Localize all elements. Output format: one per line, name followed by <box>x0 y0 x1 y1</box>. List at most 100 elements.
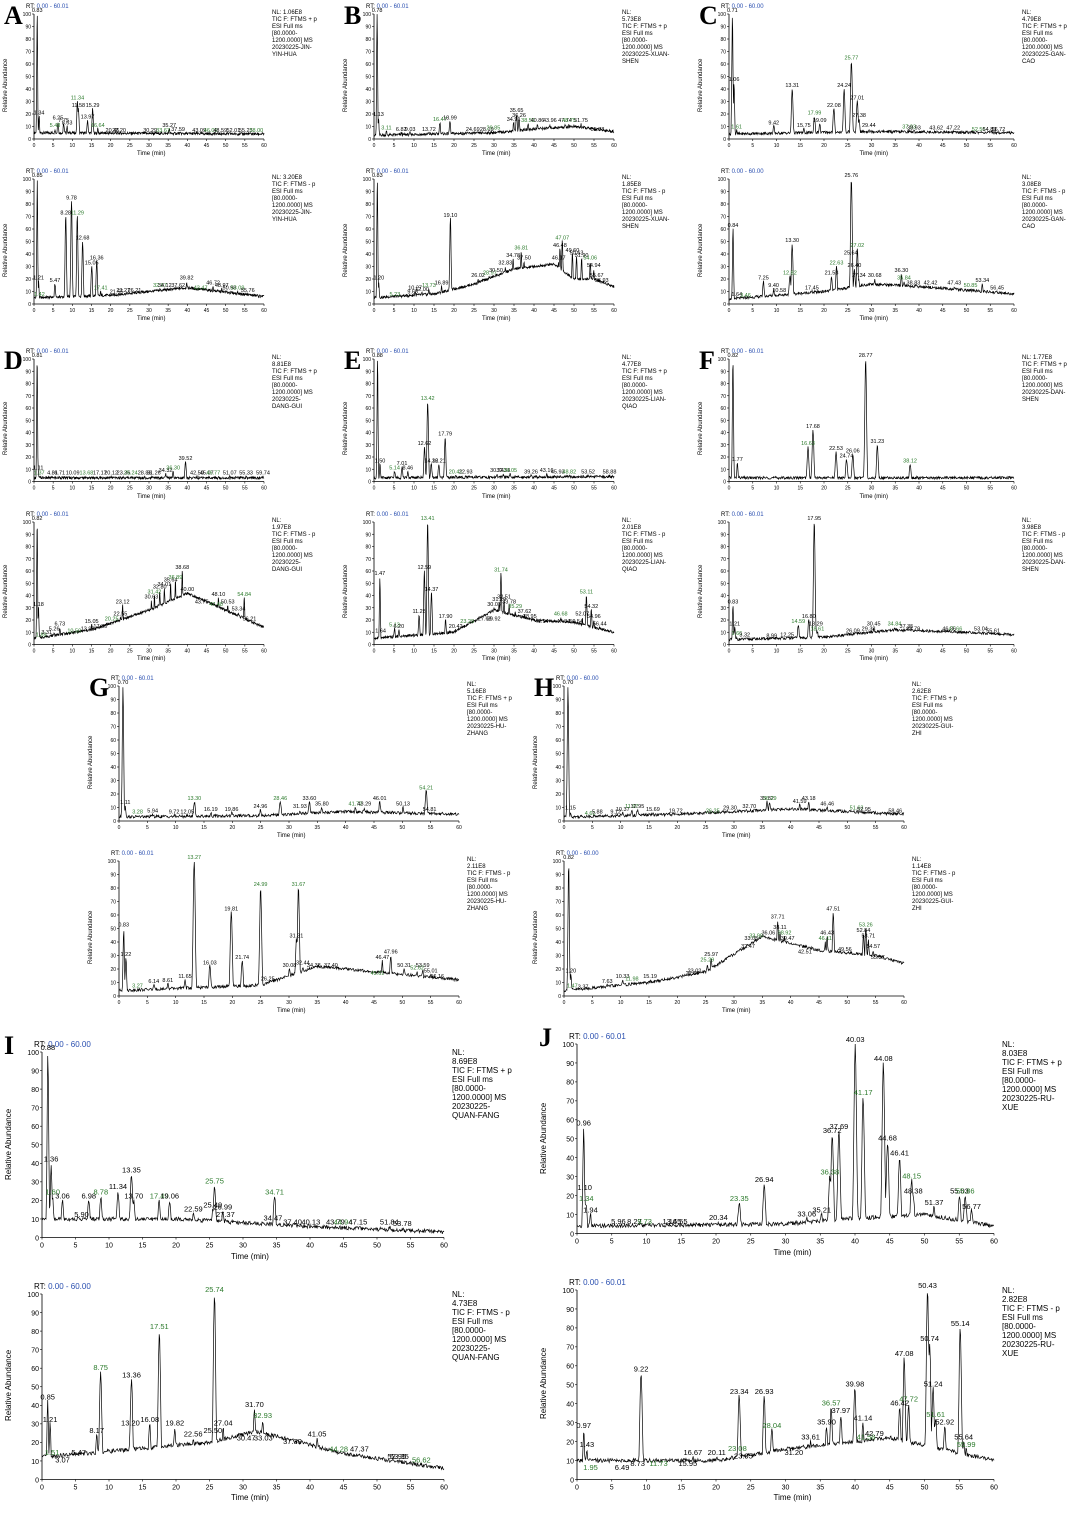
peak-label: 23.29 <box>460 618 474 624</box>
y-tick-label: 80 <box>110 886 116 892</box>
peak-label: 22.55 <box>114 611 128 617</box>
x-tick-label: 15 <box>797 648 803 654</box>
rt-value: 0.00 - 60.00 <box>566 851 599 857</box>
x-tick-label: 35 <box>511 308 517 314</box>
peak-label: 46.11 <box>819 936 832 942</box>
y-tick-label: 10 <box>720 290 726 296</box>
peak-label: 33.67 <box>156 128 170 134</box>
peak-label: 10.09 <box>66 471 80 477</box>
x-tick-label: 55 <box>242 308 248 314</box>
y-tick-label: 60 <box>365 569 371 575</box>
peak-label: 15.05 <box>85 261 99 267</box>
rt-range: RT: 0.00 - 60.00 <box>721 4 764 10</box>
x-tick-label: 55 <box>987 143 993 149</box>
x-tick-label: 40 <box>185 308 191 314</box>
y-tick-label: 30 <box>110 779 116 785</box>
x-tick-label: 60 <box>611 648 617 654</box>
peak-label: 55.99 <box>957 1440 976 1449</box>
peak-label: 40.86 <box>531 118 545 124</box>
peak-label: 3.06 <box>55 1191 70 1200</box>
peak-label: 11.29 <box>71 211 84 217</box>
peak-label: 36.38 <box>820 1168 839 1177</box>
rt-range: RT: 0.00 - 60.00 <box>34 1282 91 1291</box>
peak-label: 23.35 <box>730 1194 749 1203</box>
peak-label: 1.47 <box>567 983 578 989</box>
peak-label: 6.25 <box>53 116 64 122</box>
rt-value: 0.00 - 60.01 <box>376 511 409 518</box>
peak-label: 37.35 <box>900 623 914 629</box>
peak-label: 47.96 <box>384 950 398 956</box>
y-tick-label: 40 <box>720 252 726 258</box>
y-tick-label: 0 <box>28 642 31 648</box>
rt-range: RT: 0.00 - 60.00 <box>556 676 599 682</box>
plot-area: 0 10 20 30 40 50 60 70 80 90 100 0 5 10 15 20 25 30 35 40 45… <box>553 855 907 1006</box>
x-tick-label: 15 <box>797 486 803 492</box>
x-tick-label: 60 <box>440 1243 448 1250</box>
peak-label: 20.25 <box>105 616 119 622</box>
chromatogram-negative: RT: 0.00 - 60.01 NL: 2.01E8 TIC F: FTMS -… <box>340 508 680 671</box>
chromatogram-positive: RT: 0.00 - 60.01 NL: 1.06E8 TIC F: FTMS +… <box>0 0 330 165</box>
chromatogram-positive: RT: 0.00 - 60.01 NL: 8.81E8 TIC F: FTMS +… <box>0 345 330 508</box>
peak-label: 19.72 <box>669 808 683 814</box>
y-tick-label: 50 <box>25 75 31 81</box>
peak-label: 37.62 <box>171 283 185 289</box>
x-tick-label: 20 <box>712 1239 720 1246</box>
y-tick-label: 80 <box>25 202 31 208</box>
peak-label: 46.01 <box>373 796 387 802</box>
scan-info: NL: 4.77E8 TIC F: FTMS + p ESI Full ms [… <box>622 355 667 410</box>
x-tick-label: 40 <box>531 486 537 492</box>
x-tick-label: 55 <box>987 648 993 654</box>
x-tick-label: 60 <box>440 1484 448 1491</box>
x-tick-label: 5 <box>393 486 396 492</box>
y-tick-label: 10 <box>110 806 116 812</box>
y-tick-label: 100 <box>718 12 727 18</box>
y-tick-label: 20 <box>365 277 371 283</box>
x-tick-label: 20 <box>230 825 236 831</box>
chromatogram-negative: RT: 0.00 - 60.00 NL: 3.08E8 TIC F: FTMS -… <box>695 165 1080 330</box>
rt-prefix: RT: <box>26 4 35 10</box>
x-tick-label: 15 <box>431 648 437 654</box>
y-tick-label: 80 <box>365 544 371 550</box>
y-tick-label: 60 <box>31 1124 39 1131</box>
plot-area: 0 10 20 30 40 50 60 70 80 90 100 0 5 10 15 20 25 30 35 40 45… <box>27 1043 448 1250</box>
x-tick-label: 25 <box>127 486 133 492</box>
peak-label: 1.60 <box>45 1188 60 1197</box>
peak-label: 27.37 <box>216 1210 235 1219</box>
peak-label: 35.64 <box>164 577 178 583</box>
peak-label: 3.27 <box>132 983 143 989</box>
plot-area: 0 10 20 30 40 50 60 70 80 90 100 0 5 10 15 20 25 30 35 40 45… <box>23 516 267 655</box>
peak-label: 11.34 <box>109 1182 127 1191</box>
peak-label: 48.59 <box>213 128 227 134</box>
peak-label: 31.67 <box>292 882 306 888</box>
scan-info: NL: 5.73E8 TIC F: FTMS + p ESI Full ms [… <box>622 10 670 65</box>
peak-label: 25.50 <box>203 1425 222 1434</box>
rt-range: RT: 0.00 - 60.01 <box>366 349 409 355</box>
x-tick-label: 10 <box>173 1000 179 1006</box>
y-tick-label: 70 <box>25 394 31 400</box>
peak-label: 51.63 <box>850 806 864 812</box>
x-tick-label: 25 <box>471 486 477 492</box>
peak-label: 39.98 <box>845 1379 864 1388</box>
peak-label: 50.74 <box>920 1334 939 1343</box>
axes <box>373 521 614 645</box>
x-tick-label: 60 <box>1011 308 1017 314</box>
peak-label: 5.47 <box>71 1448 86 1457</box>
rt-value: 0.00 - 60.00 <box>48 1040 91 1049</box>
x-tick-label: 50 <box>571 308 577 314</box>
peak-label: 30.29 <box>143 128 157 134</box>
peak-label: 18.99 <box>443 116 457 122</box>
peak-label: 1.11 <box>120 800 130 806</box>
peak-label: 30.45 <box>867 621 881 627</box>
x-tick-label: 5 <box>52 308 55 314</box>
x-tick-label: 25 <box>747 1484 755 1491</box>
x-tick-label: 60 <box>261 486 267 492</box>
rt-range: RT: 0.00 - 60.01 <box>569 1278 626 1287</box>
peak-label: 9.68 <box>407 289 418 295</box>
peak-label: 30.03 <box>487 601 501 607</box>
y-tick-label: 100 <box>23 357 32 363</box>
peak-label: 51.84 <box>380 1217 399 1226</box>
peak-label: 47.74 <box>558 118 572 124</box>
axes <box>33 521 264 645</box>
peak-label: 29.92 <box>487 616 501 622</box>
x-tick-label: 10 <box>70 648 76 654</box>
